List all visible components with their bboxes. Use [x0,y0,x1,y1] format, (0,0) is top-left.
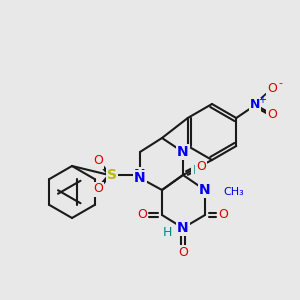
Text: O: O [137,208,147,221]
Text: CH₃: CH₃ [223,187,244,197]
Text: O: O [93,182,103,196]
Text: O: O [218,208,228,221]
Text: N: N [177,145,189,159]
Text: -: - [278,78,282,88]
Text: +: + [258,95,266,105]
Text: N: N [250,98,260,112]
Text: O: O [196,160,206,173]
Text: O: O [178,245,188,259]
Text: N: N [177,221,189,235]
Text: O: O [267,82,277,94]
Text: N: N [134,168,146,182]
Text: H: H [192,164,202,176]
Text: N: N [199,183,211,197]
Text: H: H [162,226,172,239]
Text: N: N [134,171,146,185]
Text: O: O [267,109,277,122]
Text: O: O [93,154,103,167]
Text: S: S [107,168,117,182]
